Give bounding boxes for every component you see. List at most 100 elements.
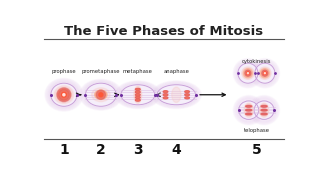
Ellipse shape <box>85 83 116 106</box>
Text: 3: 3 <box>133 143 143 157</box>
Circle shape <box>250 58 279 88</box>
Ellipse shape <box>236 97 262 123</box>
Ellipse shape <box>260 103 269 117</box>
Ellipse shape <box>54 86 74 104</box>
Ellipse shape <box>55 87 72 102</box>
Ellipse shape <box>55 86 73 103</box>
Circle shape <box>245 70 251 76</box>
Ellipse shape <box>51 83 77 106</box>
Ellipse shape <box>136 91 140 93</box>
Ellipse shape <box>116 82 159 108</box>
Ellipse shape <box>246 109 252 111</box>
Ellipse shape <box>157 85 196 105</box>
Circle shape <box>243 69 252 78</box>
Ellipse shape <box>119 83 157 106</box>
Circle shape <box>246 71 250 75</box>
Circle shape <box>237 62 259 84</box>
Circle shape <box>252 60 278 87</box>
Text: telophase: telophase <box>244 128 269 133</box>
Ellipse shape <box>237 98 260 122</box>
Ellipse shape <box>135 94 140 96</box>
Ellipse shape <box>84 82 117 107</box>
Ellipse shape <box>117 82 158 107</box>
Circle shape <box>57 88 71 102</box>
Ellipse shape <box>136 100 140 101</box>
Circle shape <box>235 60 261 87</box>
Ellipse shape <box>92 88 110 102</box>
Text: 1: 1 <box>59 143 69 157</box>
Ellipse shape <box>164 91 167 92</box>
Ellipse shape <box>49 81 79 108</box>
Circle shape <box>61 93 66 97</box>
Text: 4: 4 <box>172 143 181 157</box>
Ellipse shape <box>185 91 189 93</box>
Circle shape <box>242 67 254 79</box>
Ellipse shape <box>251 97 277 123</box>
Circle shape <box>263 71 267 75</box>
Text: anaphase: anaphase <box>164 69 189 74</box>
Ellipse shape <box>155 83 198 106</box>
Ellipse shape <box>163 97 168 99</box>
Ellipse shape <box>82 81 120 109</box>
Ellipse shape <box>163 91 168 93</box>
Circle shape <box>264 73 266 74</box>
Ellipse shape <box>135 99 140 101</box>
Ellipse shape <box>186 97 188 98</box>
Ellipse shape <box>250 96 278 124</box>
Circle shape <box>262 70 268 76</box>
Ellipse shape <box>95 90 107 99</box>
Ellipse shape <box>246 113 252 115</box>
Ellipse shape <box>152 82 200 108</box>
Circle shape <box>96 90 106 99</box>
Circle shape <box>247 72 249 74</box>
Circle shape <box>59 89 69 100</box>
Ellipse shape <box>135 88 140 90</box>
Circle shape <box>259 67 271 79</box>
Ellipse shape <box>56 88 72 102</box>
Ellipse shape <box>156 84 197 105</box>
Circle shape <box>247 73 249 74</box>
Circle shape <box>60 91 68 99</box>
Text: 5: 5 <box>252 143 261 157</box>
Ellipse shape <box>135 91 140 93</box>
Ellipse shape <box>235 96 263 124</box>
Ellipse shape <box>57 89 71 101</box>
Ellipse shape <box>120 84 156 105</box>
Ellipse shape <box>121 85 155 105</box>
Text: 2: 2 <box>96 143 106 157</box>
Circle shape <box>255 63 275 83</box>
Ellipse shape <box>80 79 122 110</box>
Ellipse shape <box>151 81 201 109</box>
Ellipse shape <box>233 96 264 125</box>
Ellipse shape <box>154 82 199 107</box>
Ellipse shape <box>163 94 168 96</box>
Ellipse shape <box>81 80 121 109</box>
Ellipse shape <box>47 80 80 109</box>
Circle shape <box>264 72 266 74</box>
Circle shape <box>252 61 277 86</box>
Text: metaphase: metaphase <box>123 69 153 74</box>
Ellipse shape <box>83 82 119 108</box>
Ellipse shape <box>135 96 140 98</box>
Ellipse shape <box>254 101 274 119</box>
Ellipse shape <box>46 79 82 110</box>
Ellipse shape <box>115 81 161 109</box>
Ellipse shape <box>50 82 78 107</box>
Ellipse shape <box>172 87 181 102</box>
Text: cytokinesis: cytokinesis <box>242 58 271 64</box>
Circle shape <box>233 58 262 88</box>
Ellipse shape <box>244 103 253 117</box>
Ellipse shape <box>164 94 167 95</box>
Ellipse shape <box>136 89 140 90</box>
Circle shape <box>260 69 269 78</box>
Ellipse shape <box>185 94 189 96</box>
Ellipse shape <box>261 109 267 111</box>
Circle shape <box>99 93 103 97</box>
Ellipse shape <box>261 105 267 107</box>
Text: prometaphase: prometaphase <box>82 69 120 74</box>
Text: The Five Phases of Mitosis: The Five Phases of Mitosis <box>64 25 264 39</box>
Circle shape <box>98 92 104 98</box>
Ellipse shape <box>186 91 188 92</box>
Ellipse shape <box>136 94 140 95</box>
Circle shape <box>254 62 276 84</box>
